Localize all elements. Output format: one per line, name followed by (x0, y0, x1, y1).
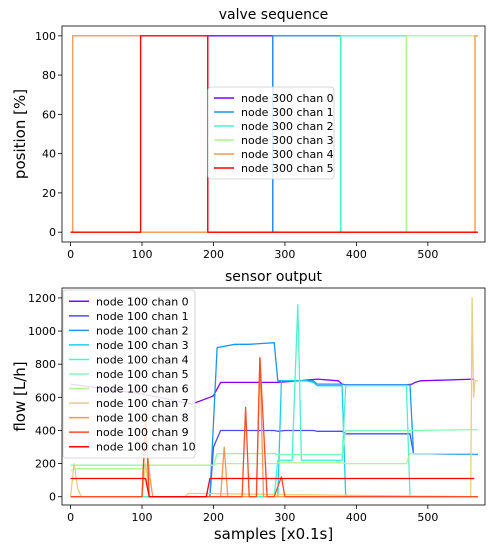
legend-entry: node 100 chan 9 (96, 426, 189, 439)
legend-entry: node 300 chan 3 (241, 134, 334, 147)
y-tick-label: 20 (42, 187, 56, 200)
y-tick-label: 200 (35, 458, 56, 471)
y-tick-label: 0 (49, 226, 56, 239)
y-tick-label: 800 (35, 358, 56, 371)
legend-entry: node 100 chan 7 (96, 397, 189, 410)
x-tick-label: 300 (274, 248, 295, 261)
x-tick-label: 300 (274, 511, 295, 524)
y-tick-label: 100 (35, 30, 56, 43)
legend-box (62, 289, 196, 459)
series-line-5 (70, 428, 478, 466)
plot-frame (61, 25, 486, 243)
series-line-0 (70, 378, 475, 405)
series-line-10 (70, 477, 475, 498)
y-tick-label: 80 (42, 69, 56, 82)
x-tick-label: 500 (417, 511, 438, 524)
series-line-5 (70, 35, 478, 233)
legend-entry: node 100 chan 8 (96, 412, 189, 425)
y-tick-label: 40 (42, 148, 56, 161)
series-line-4 (70, 303, 478, 498)
series-line-1 (70, 429, 478, 498)
chart-title: sensor output (225, 269, 323, 285)
x-tick-label: 0 (67, 248, 74, 261)
legend-entry: node 100 chan 2 (96, 324, 189, 337)
legend-box (207, 86, 335, 180)
y-axis-label: position [%] (11, 89, 29, 179)
legend-entry: node 300 chan 2 (241, 120, 334, 133)
y-tick-label: 1200 (28, 292, 56, 305)
x-tick-label: 500 (417, 248, 438, 261)
sensor-output-panel: 0 100 200 300 400 500 0 200 400 600 800 1000 1200 sen… (11, 269, 486, 543)
x-tick-label: 200 (203, 248, 224, 261)
legend-entry: node 100 chan 5 (96, 368, 189, 381)
y-tick-label: 400 (35, 424, 56, 437)
legend-entry: node 100 chan 6 (96, 383, 189, 396)
y-tick-label: 60 (42, 108, 56, 121)
series-group (70, 35, 478, 233)
legend-entry: node 100 chan 10 (96, 441, 196, 454)
legend-entry: node 100 chan 4 (96, 353, 189, 366)
chart-title: valve sequence (219, 7, 329, 23)
y-tick-label: 600 (35, 391, 56, 404)
legend-entry: node 100 chan 3 (96, 339, 189, 352)
series-line-6 (70, 452, 478, 471)
x-tick-label: 400 (346, 248, 367, 261)
y-tick-label: 1000 (28, 325, 56, 338)
legend-entry: node 100 chan 0 (96, 295, 189, 308)
legend-entry: node 300 chan 1 (241, 106, 334, 119)
legend-entry: node 300 chan 0 (241, 92, 334, 105)
x-axis-label: samples [x0.1s] (214, 525, 333, 543)
legend-entry: node 300 chan 5 (241, 162, 334, 175)
y-axis-label: flow [L/h] (11, 361, 29, 431)
y-tick-label: 0 (49, 491, 56, 504)
x-tick-label: 0 (67, 511, 74, 524)
x-tick-label: 200 (203, 511, 224, 524)
x-tick-label: 400 (346, 511, 367, 524)
x-tick-label: 100 (132, 511, 153, 524)
legend-entry: node 300 chan 4 (241, 148, 334, 161)
valve-sequence-panel: 0 100 200 300 400 500 0 20 40 60 80 100 valve sequen… (11, 7, 486, 261)
legend-entry: node 100 chan 1 (96, 310, 189, 323)
x-tick-label: 100 (132, 248, 153, 261)
plot-frame (61, 287, 486, 506)
